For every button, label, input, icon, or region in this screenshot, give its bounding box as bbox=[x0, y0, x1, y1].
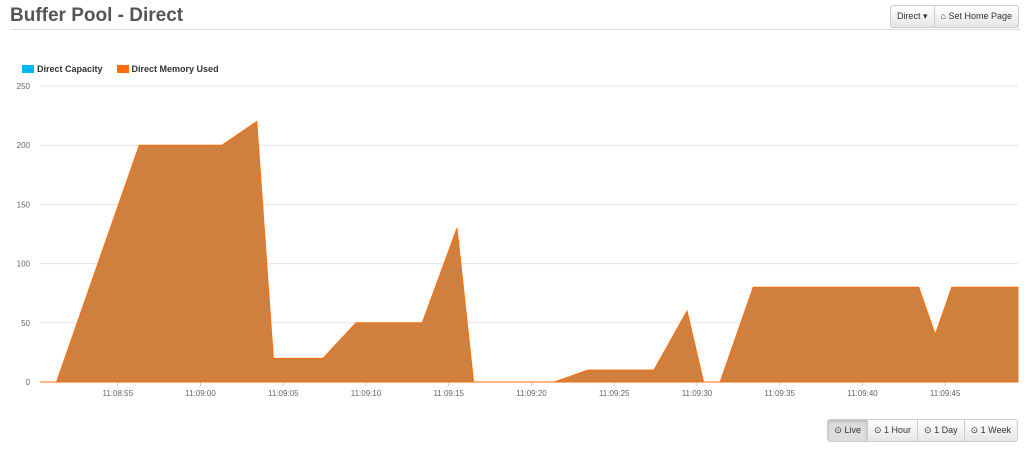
range-label: 1 Day bbox=[934, 425, 958, 435]
x-tick-label: 11:08:55 bbox=[103, 389, 134, 398]
x-tick-label: 11:09:35 bbox=[764, 389, 795, 398]
range-1-week-button[interactable]: ⊙ 1 Week bbox=[963, 420, 1017, 441]
x-tick-label: 11:09:00 bbox=[185, 389, 216, 398]
x-tick-label: 11:09:30 bbox=[682, 389, 713, 398]
chart-legend: Direct Capacity Direct Memory Used bbox=[22, 64, 219, 74]
home-icon: ⌂ bbox=[940, 11, 946, 21]
y-tick-label: 250 bbox=[17, 82, 31, 91]
range-label: 1 Week bbox=[980, 425, 1011, 435]
legend-swatch bbox=[116, 65, 129, 73]
x-tick-label: 11:09:20 bbox=[516, 389, 547, 398]
header-toolbar: Direct ▾ ⌂ Set Home Page bbox=[889, 5, 1019, 28]
x-tick-label: 11:09:15 bbox=[433, 389, 464, 398]
legend-label: Direct Capacity bbox=[37, 64, 103, 74]
y-tick-label: 0 bbox=[26, 378, 31, 387]
dropdown-label: Direct bbox=[896, 11, 921, 21]
x-tick-label: 11:09:05 bbox=[268, 389, 299, 398]
range-label: 1 Hour bbox=[884, 425, 912, 435]
range-label: Live bbox=[844, 425, 861, 435]
legend-swatch bbox=[22, 65, 34, 73]
y-tick-label: 100 bbox=[17, 260, 31, 269]
y-tick-label: 150 bbox=[17, 200, 31, 209]
range-live-button[interactable]: ⊙ Live bbox=[828, 420, 867, 441]
caret-down-icon: ▾ bbox=[922, 11, 928, 21]
x-tick-label: 11:09:40 bbox=[847, 389, 878, 398]
x-tick-label: 11:09:25 bbox=[599, 389, 630, 398]
legend-label: Direct Memory Used bbox=[131, 64, 219, 74]
y-tick-label: 200 bbox=[17, 141, 31, 150]
x-tick-label: 11:09:45 bbox=[930, 389, 961, 398]
y-tick-label: 50 bbox=[21, 319, 30, 328]
home-label: Set Home Page bbox=[948, 11, 1012, 21]
x-tick-label: 11:09:10 bbox=[351, 389, 382, 398]
divider bbox=[10, 29, 1020, 30]
legend-item-memory-used[interactable]: Direct Memory Used bbox=[116, 64, 219, 74]
set-home-page-button[interactable]: ⌂ Set Home Page bbox=[933, 6, 1018, 27]
direct-dropdown[interactable]: Direct ▾ bbox=[891, 6, 934, 27]
time-range-buttons: ⊙ Live ⊙ 1 Hour ⊙ 1 Day ⊙ 1 Week bbox=[827, 419, 1018, 442]
range-1-day-button[interactable]: ⊙ 1 Day bbox=[917, 420, 964, 441]
range-1-hour-button[interactable]: ⊙ 1 Hour bbox=[866, 420, 917, 441]
memory-used-area bbox=[40, 120, 1019, 383]
legend-item-capacity[interactable]: Direct Capacity bbox=[22, 64, 103, 74]
page-title: Buffer Pool - Direct bbox=[10, 5, 184, 26]
